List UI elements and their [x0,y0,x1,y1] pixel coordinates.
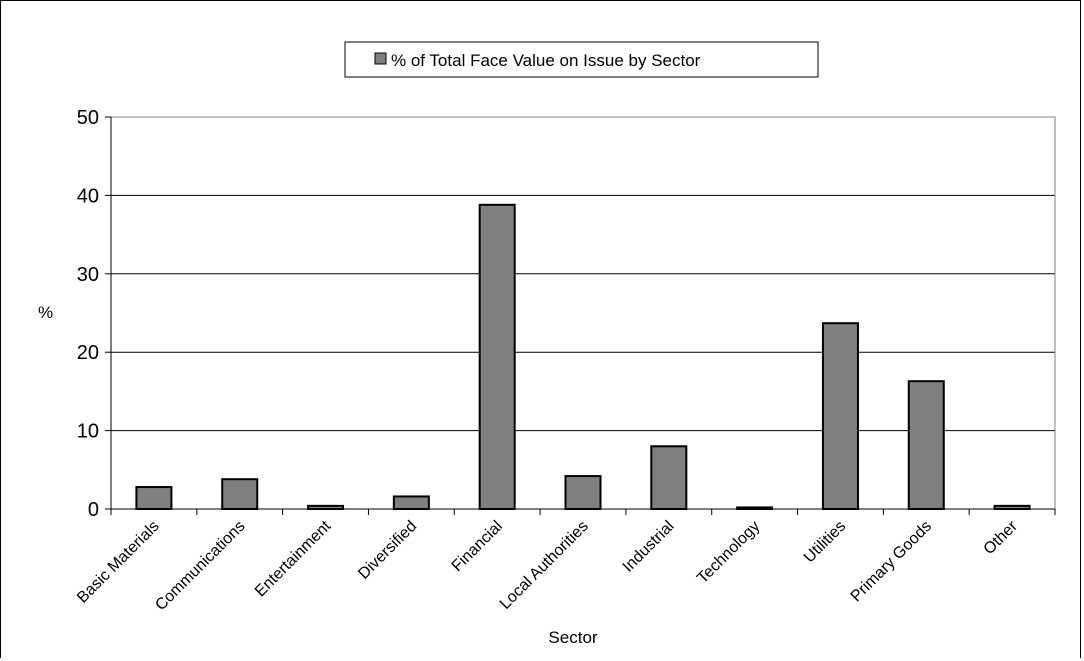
x-tick-label: Primary Goods [848,518,935,605]
bar [392,495,430,510]
legend: % of Total Face Value on Issue by Sector [344,41,819,78]
y-tick-label: 30 [77,264,99,286]
x-axis-title: Sector [548,628,597,647]
bar [135,486,173,511]
y-tick-label: 20 [77,342,99,364]
bar [650,445,688,510]
bar [221,478,259,511]
bar [821,322,859,510]
y-tick-label: 40 [77,185,99,207]
legend-label: % of Total Face Value on Issue by Sector [391,51,701,70]
y-ticks: 0 10 20 30 40 50 [77,107,111,521]
bar [564,475,602,510]
x-tick-label: Other [981,517,1022,558]
bars [135,203,1031,511]
x-tick-label: Utilities [801,518,849,566]
x-tick-label: Technology [694,518,763,587]
bar [907,380,945,511]
x-tick-label: Industrial [620,518,678,576]
bar [478,203,516,510]
y-tick-label: 50 [77,107,99,129]
x-tick-label: Communications [152,518,248,614]
y-tick-label: 10 [77,421,99,443]
y-axis-title: % [38,303,53,322]
legend-swatch [374,52,387,65]
x-tick-label: Financial [449,518,506,575]
legend-box [344,41,819,78]
x-tick-label: Basic Materials [74,518,163,607]
x-tick-label: Local Authorities [497,518,592,613]
y-tick-label: 0 [88,499,99,521]
x-tick-label: Entertainment [252,517,335,600]
x-tick-label: Diversified [355,518,420,583]
